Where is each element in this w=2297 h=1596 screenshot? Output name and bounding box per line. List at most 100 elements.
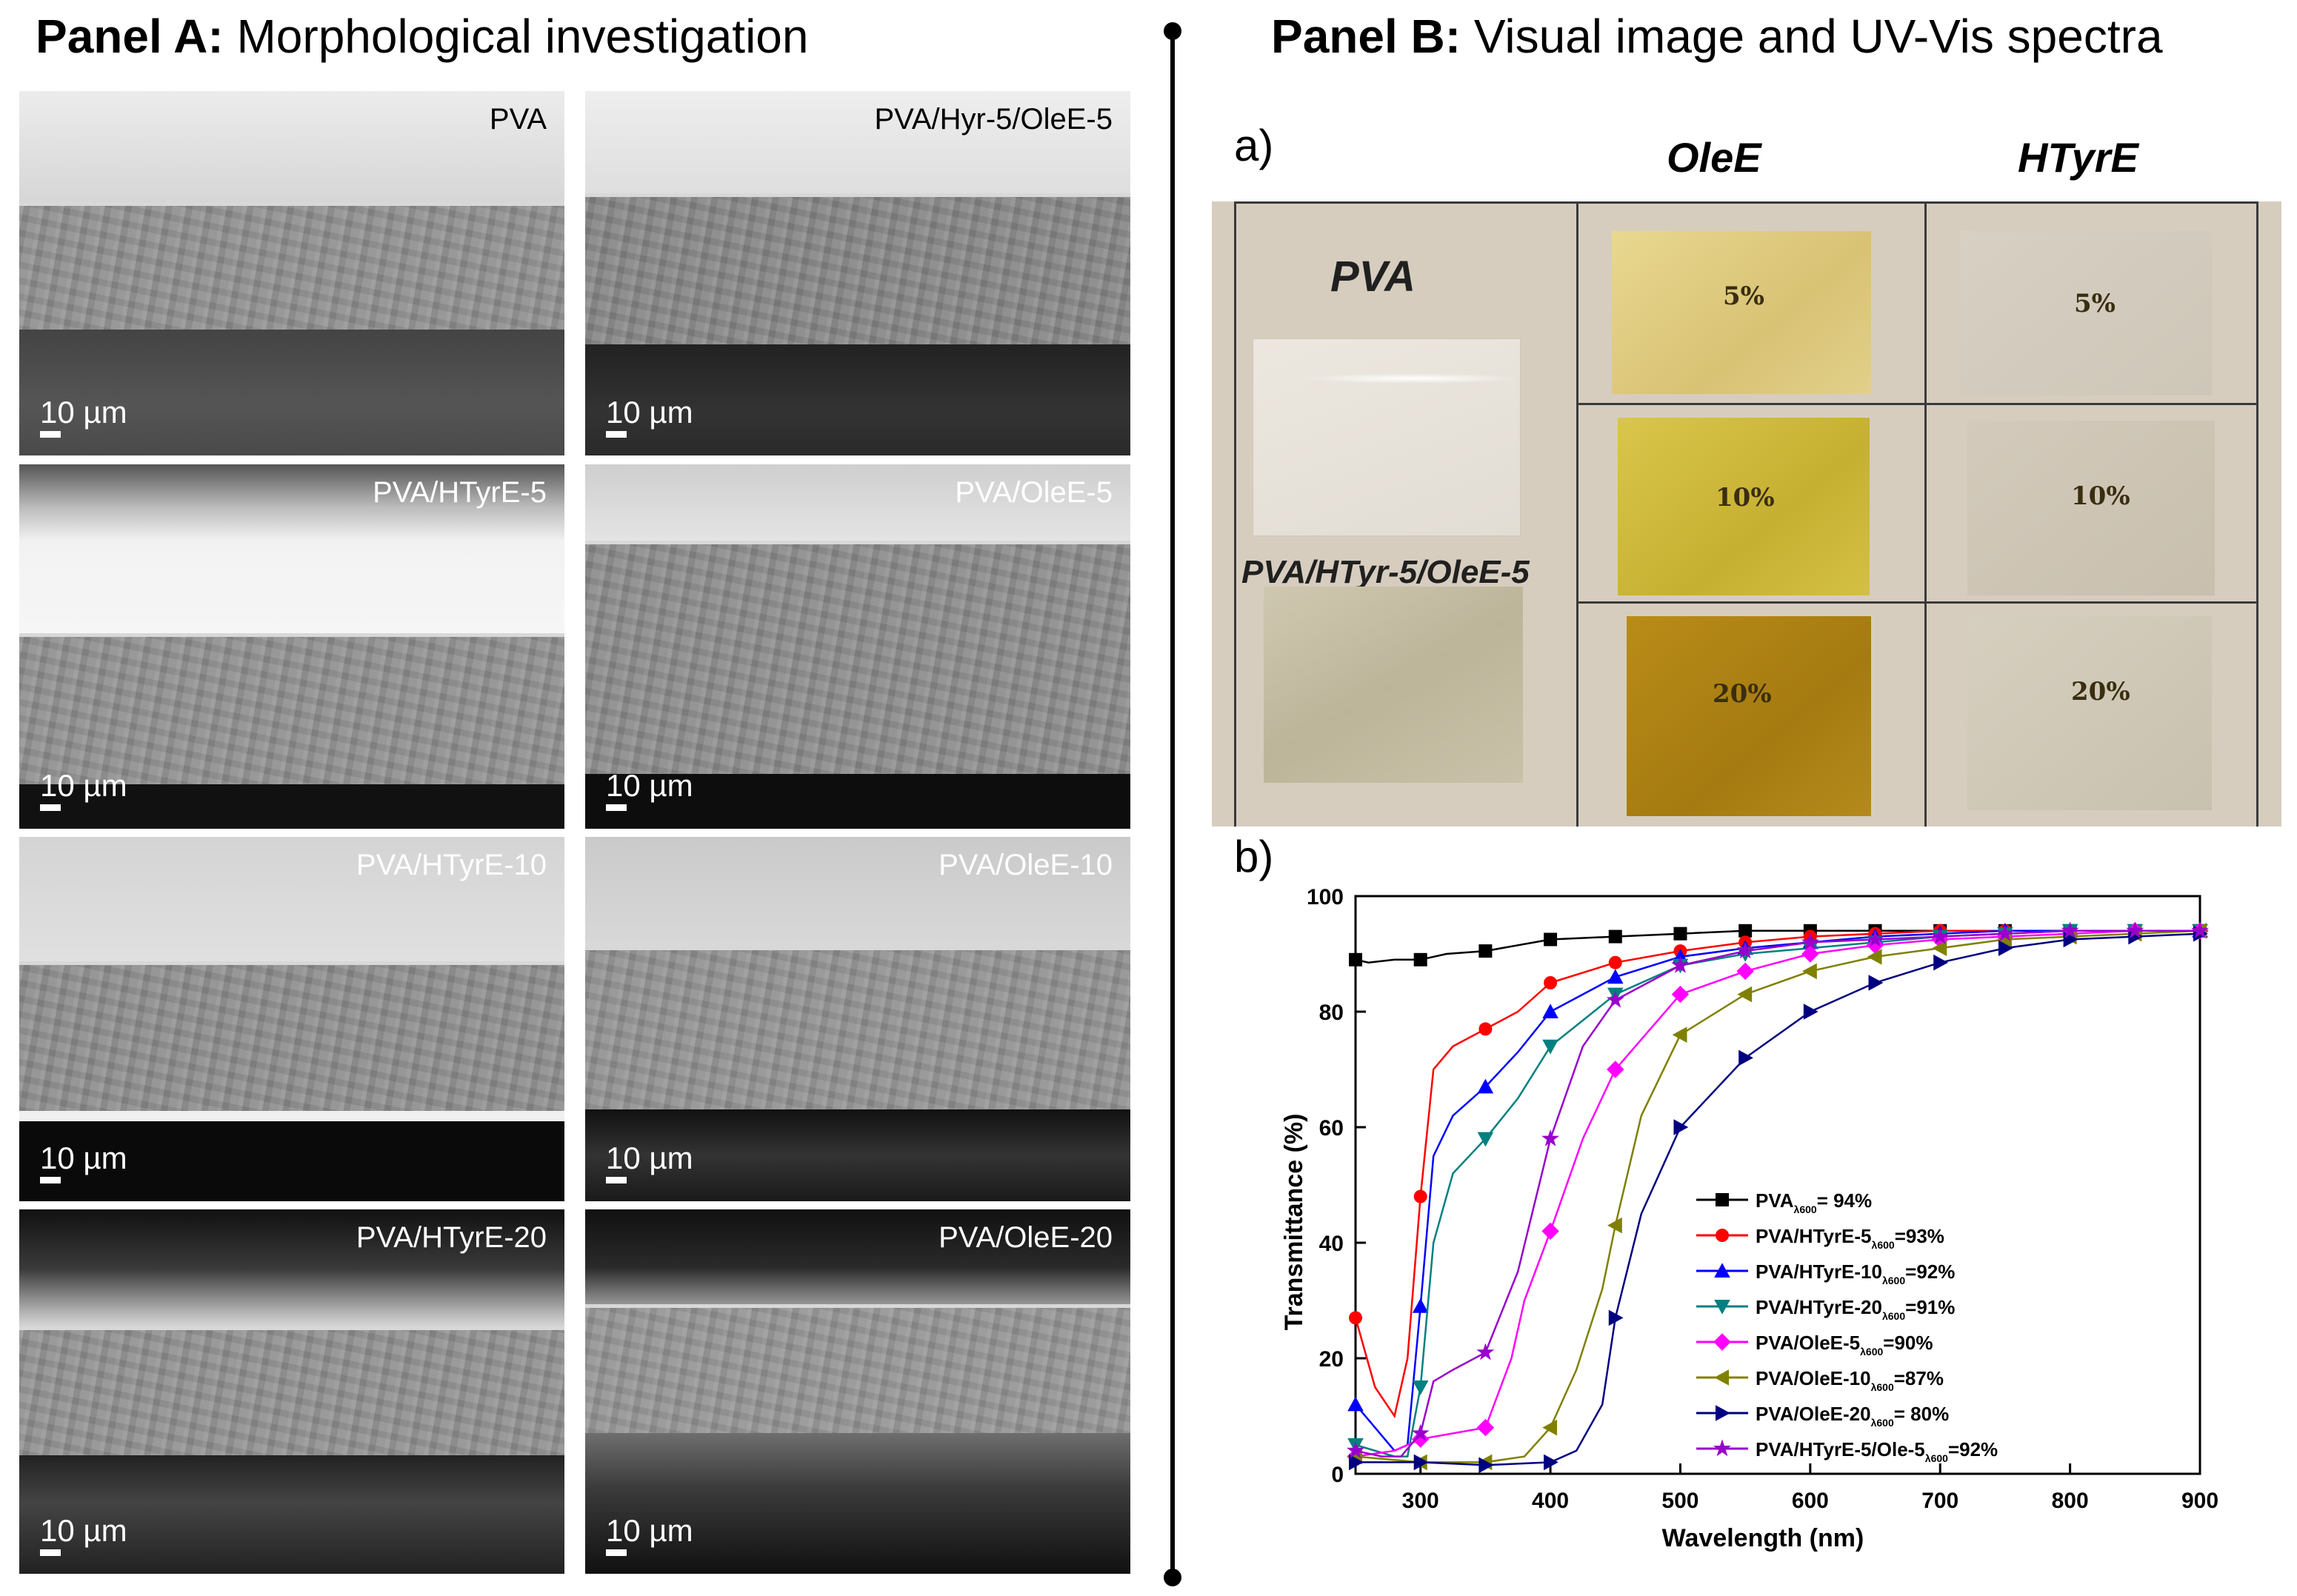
data-point bbox=[1714, 1369, 1729, 1386]
data-point bbox=[1714, 1300, 1730, 1315]
y-tick-label: 40 bbox=[1319, 1232, 1344, 1256]
data-point bbox=[1713, 1439, 1731, 1457]
pva-film-label: PVA bbox=[1330, 253, 1416, 301]
panel-b-title-bold: Panel B: bbox=[1271, 10, 1461, 63]
data-point bbox=[1931, 927, 1950, 944]
legend-label: PVA/HTyrE-5/Ole-5 bbox=[1756, 1438, 1925, 1460]
subpanel-b-label: b) bbox=[1234, 832, 1274, 881]
data-point bbox=[1714, 1263, 1730, 1278]
data-point bbox=[1607, 1217, 1622, 1234]
data-point bbox=[1866, 929, 1884, 947]
data-point bbox=[1801, 932, 1819, 950]
olee-10-label: 10% bbox=[1716, 483, 1775, 512]
legend-label: PVA bbox=[1756, 1189, 1794, 1212]
data-point bbox=[1673, 1119, 1689, 1135]
legend-entry: PVA/OleE-5λ600=90% bbox=[1756, 1332, 1933, 1358]
data-point bbox=[1996, 924, 2014, 941]
sem-label: PVA/OleE-20 bbox=[939, 1221, 1113, 1254]
x-tick-label: 500 bbox=[1661, 1489, 1698, 1513]
panel-a-title-bold: Panel A: bbox=[36, 10, 224, 63]
x-tick-label: 400 bbox=[1532, 1489, 1569, 1513]
subpanel-a-label: a) bbox=[1234, 121, 1274, 170]
olee-20-swatch bbox=[1627, 616, 1871, 816]
legend-value: = 94% bbox=[1817, 1189, 1872, 1212]
series-line bbox=[1355, 929, 2200, 1452]
data-point bbox=[1932, 940, 1947, 956]
legend-entry: PVA/OleE-20λ600= 80% bbox=[1756, 1403, 1949, 1429]
scale-bar bbox=[40, 1549, 61, 1556]
scale-bar-label: 10 µm bbox=[40, 395, 127, 430]
data-point bbox=[1802, 963, 1817, 980]
data-point bbox=[1349, 952, 1362, 966]
htyre-20-swatch bbox=[1967, 616, 2212, 810]
htyre-10-swatch bbox=[1967, 421, 2215, 595]
data-point bbox=[1413, 952, 1427, 966]
data-point bbox=[1477, 1132, 1494, 1147]
data-point bbox=[1716, 1193, 1729, 1206]
data-point bbox=[1349, 1454, 1364, 1471]
divider-end-bottom bbox=[1164, 1569, 1181, 1586]
legend-entry: PVA/HTyrE-5λ600=93% bbox=[1756, 1225, 1944, 1251]
legend-label: PVA/HTyrE-20 bbox=[1756, 1296, 1882, 1318]
legend-label: PVA/OleE-10 bbox=[1756, 1367, 1871, 1389]
sem-image-pva: PVA 10 µm bbox=[19, 91, 564, 455]
sem-label: PVA/Hyr-5/OleE-5 bbox=[874, 103, 1113, 136]
data-point bbox=[1608, 929, 1622, 944]
panel-divider bbox=[1170, 30, 1175, 1577]
data-point bbox=[1477, 1078, 1494, 1094]
legend-subscript: λ600 bbox=[1860, 1346, 1883, 1358]
data-point bbox=[1542, 1039, 1558, 1055]
y-tick-label: 60 bbox=[1319, 1116, 1344, 1141]
data-point bbox=[1672, 1026, 1687, 1043]
sem-image-pva-olee-5: PVA/OleE-5 10 µm bbox=[585, 464, 1130, 829]
data-point bbox=[1736, 941, 1755, 959]
data-point bbox=[1998, 940, 2013, 956]
olee-10-swatch bbox=[1618, 418, 1870, 595]
sem-label: PVA/HTyrE-10 bbox=[356, 849, 547, 881]
data-point bbox=[1476, 1418, 1495, 1437]
blend-film-swatch bbox=[1264, 587, 1523, 783]
legend-label: PVA/HTyrE-10 bbox=[1756, 1261, 1882, 1283]
sem-label: PVA/OleE-5 bbox=[955, 476, 1113, 509]
data-point bbox=[1541, 1222, 1559, 1241]
legend-value: =92% bbox=[1905, 1261, 1955, 1283]
sem-label: PVA/HTyrE-5 bbox=[373, 476, 547, 509]
data-point bbox=[2191, 921, 2209, 938]
y-tick-label: 80 bbox=[1319, 1001, 1344, 1025]
series-line bbox=[1355, 929, 2201, 1463]
data-point bbox=[1349, 1311, 1362, 1325]
legend-entry: PVA/OleE-10λ600=87% bbox=[1756, 1367, 1944, 1393]
data-point bbox=[1866, 936, 1884, 954]
data-point bbox=[2061, 921, 2079, 938]
divider-end-top bbox=[1164, 22, 1181, 40]
scale-bar-label: 10 µm bbox=[606, 1141, 693, 1175]
legend-label: PVA/OleE-20 bbox=[1756, 1403, 1871, 1425]
legend-value: =93% bbox=[1895, 1225, 1944, 1247]
x-tick-label: 600 bbox=[1792, 1489, 1829, 1513]
data-point bbox=[1716, 1229, 1729, 1242]
panel-a-title: Panel A: Morphological investigation bbox=[36, 9, 808, 64]
data-point bbox=[1413, 1189, 1427, 1203]
data-point bbox=[1713, 1333, 1731, 1351]
series-line bbox=[1355, 929, 2200, 1458]
legend-value: =87% bbox=[1894, 1367, 1944, 1389]
legend-label: PVA/OleE-5 bbox=[1756, 1332, 1860, 1354]
scale-bar-label: 10 µm bbox=[606, 1513, 693, 1548]
data-point bbox=[1347, 1441, 1364, 1458]
scale-bar-label: 10 µm bbox=[40, 1141, 127, 1175]
blend-film-label: PVA/HTyr-5/OleE-5 bbox=[1241, 554, 1530, 590]
data-point bbox=[1413, 1454, 1429, 1471]
legend-value: = 80% bbox=[1894, 1403, 1949, 1425]
scale-bar bbox=[606, 431, 627, 438]
plot-frame bbox=[1354, 895, 2201, 1475]
data-point bbox=[2126, 921, 2144, 938]
y-axis-label: Transmittance (%) bbox=[1280, 1114, 1308, 1331]
scale-bar bbox=[606, 1549, 627, 1556]
legend-subscript: λ600 bbox=[1872, 1239, 1895, 1251]
sem-label: PVA/HTyrE-20 bbox=[356, 1221, 547, 1254]
data-point bbox=[1673, 926, 1687, 941]
scale-bar-label: 10 µm bbox=[40, 1513, 127, 1548]
data-point bbox=[1544, 1454, 1558, 1471]
data-point bbox=[1541, 1129, 1560, 1146]
legend-entry: PVAλ600= 94% bbox=[1756, 1189, 1872, 1215]
